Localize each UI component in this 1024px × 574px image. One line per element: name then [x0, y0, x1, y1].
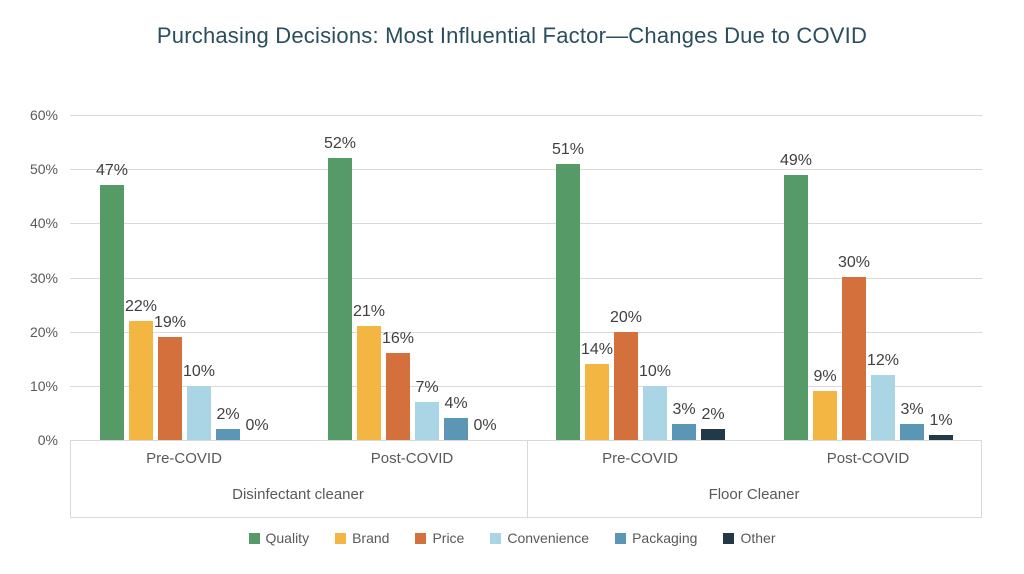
bar-quality	[556, 164, 580, 440]
bar-convenience	[871, 375, 895, 440]
legend-label: Other	[740, 530, 776, 546]
bar-brand	[129, 321, 153, 440]
legend-item: Brand	[335, 531, 389, 545]
gridline	[70, 169, 982, 170]
bar-value-label: 4%	[444, 395, 468, 412]
bar-value-label: 19%	[153, 314, 187, 331]
y-axis-tick-label: 60%	[29, 107, 58, 123]
bar-value-label: 1%	[929, 412, 953, 429]
y-axis-tick-label: 20%	[29, 324, 58, 340]
legend-label: Price	[432, 530, 465, 546]
legend-swatch-convenience	[490, 532, 502, 544]
bar-value-label: 2%	[701, 406, 725, 423]
bar-value-label: 10%	[182, 363, 216, 380]
period-label: Pre-COVID	[602, 450, 678, 467]
gridline	[70, 386, 982, 387]
period-label: Post-COVID	[370, 450, 454, 467]
bar-other	[929, 435, 953, 440]
legend-item: Quality	[248, 530, 310, 546]
legend-label: Brand	[352, 530, 390, 546]
y-axis-tick-label: 30%	[29, 270, 58, 286]
legend-label: Packaging	[632, 530, 698, 546]
product-group-label: Floor Cleaner	[708, 486, 800, 503]
bar-value-label: 30%	[837, 254, 871, 271]
bar-value-label: 21%	[352, 303, 386, 320]
category-group-divider	[527, 441, 528, 517]
bar-value-label: 47%	[95, 162, 129, 179]
period-label: Post-COVID	[826, 450, 910, 467]
bar-brand	[357, 326, 381, 440]
bar-value-label: 16%	[381, 330, 415, 347]
bar-value-label: 3%	[900, 401, 924, 418]
bar-convenience	[643, 386, 667, 440]
legend-swatch-packaging	[615, 532, 627, 544]
bar-quality	[328, 158, 352, 440]
legend-item: Packaging	[615, 531, 697, 545]
bar-value-label: 0%	[473, 417, 497, 434]
y-axis-tick-label: 10%	[29, 378, 58, 394]
bar-convenience	[187, 386, 211, 440]
gridline	[70, 115, 982, 116]
bar-price	[842, 277, 866, 440]
bar-value-label: 12%	[866, 352, 900, 369]
bar-value-label: 49%	[779, 152, 813, 169]
y-axis-tick-label: 50%	[29, 161, 58, 177]
bar-packaging	[216, 429, 240, 440]
bar-price	[386, 353, 410, 440]
bar-convenience	[415, 402, 439, 440]
bar-quality	[100, 185, 124, 440]
category-axis-box	[70, 440, 982, 518]
bar-value-label: 7%	[415, 379, 439, 396]
legend-label: Convenience	[507, 530, 590, 546]
bar-price	[614, 332, 638, 440]
legend-item: Convenience	[490, 531, 589, 545]
y-axis-tick-label: 0%	[37, 432, 58, 448]
period-label: Pre-COVID	[146, 450, 222, 467]
bar-value-label: 10%	[638, 363, 672, 380]
bar-value-label: 2%	[216, 406, 240, 423]
product-group-label: Disinfectant cleaner	[232, 486, 364, 503]
legend-swatch-other	[723, 532, 735, 544]
bar-value-label: 14%	[580, 341, 614, 358]
bar-value-label: 0%	[245, 417, 269, 434]
gridline	[70, 332, 982, 333]
bar-other	[701, 429, 725, 440]
bar-brand	[585, 364, 609, 440]
legend-swatch-price	[415, 532, 427, 544]
bar-value-label: 22%	[124, 298, 158, 315]
bar-value-label: 3%	[672, 401, 696, 418]
legend-item: Price	[415, 531, 464, 545]
legend-swatch-brand	[335, 532, 347, 544]
gridline	[70, 223, 982, 224]
legend-swatch-quality	[248, 532, 260, 544]
y-axis-tick-label: 40%	[29, 215, 58, 231]
bar-value-label: 20%	[609, 309, 643, 326]
bar-value-label: 9%	[813, 368, 837, 385]
bar-price	[158, 337, 182, 440]
legend-label: Quality	[265, 530, 310, 546]
legend: Quality Brand Price Convenience Packaging Oth…	[0, 531, 1024, 545]
bar-brand	[813, 391, 837, 440]
gridline	[70, 278, 982, 279]
bar-packaging	[444, 418, 468, 440]
bar-value-label: 51%	[551, 141, 585, 158]
bar-packaging	[900, 424, 924, 440]
chart-title: Purchasing Decisions: Most Influential F…	[156, 23, 868, 48]
bar-packaging	[672, 424, 696, 440]
legend-item: Other	[723, 531, 775, 545]
bar-value-label: 52%	[323, 135, 357, 152]
bar-quality	[784, 175, 808, 440]
